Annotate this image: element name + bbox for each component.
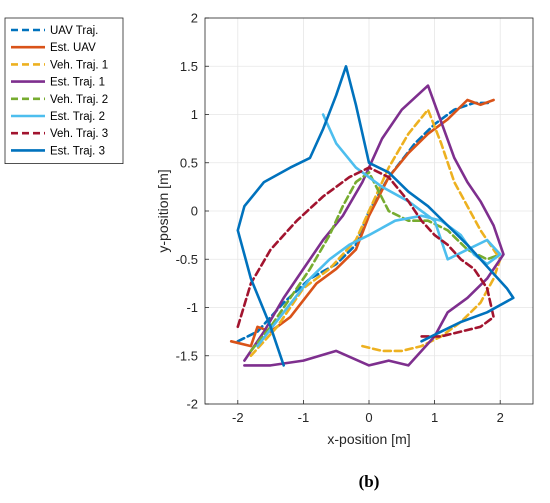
series-line-7 <box>236 166 495 338</box>
y-tick-label: -2 <box>186 397 198 412</box>
y-axis-label: y-position [m] <box>155 169 171 252</box>
y-tick-label: -0.5 <box>176 252 198 267</box>
tick-labels: -2 -1 0 1 2 -2 -1.5 -1 -0.5 0 0.5 1 1.5 2 <box>176 11 504 426</box>
legend-label: Est. Traj. 3 <box>50 145 105 157</box>
x-tick-label: 0 <box>365 410 372 425</box>
y-tick-label: 1 <box>191 107 198 122</box>
legend-box <box>4 17 124 165</box>
y-tick-label: -1 <box>186 300 198 315</box>
x-tick-label: -2 <box>232 410 244 425</box>
legend-label: Veh. Traj. 2 <box>50 94 108 106</box>
y-tick-label: 0 <box>191 204 198 219</box>
legend-label: Est. UAV <box>50 42 96 54</box>
legend: UAV Traj. Est. UAV Veh. Traj. 1 Est. Traj. … <box>4 17 124 165</box>
x-axis-label: x-position [m] <box>327 431 410 447</box>
x-tick-label: 2 <box>497 410 504 425</box>
legend-label: Veh. Traj. 1 <box>50 59 108 71</box>
y-tick-label: 0.5 <box>180 155 198 170</box>
legend-label: Est. Traj. 2 <box>50 111 105 123</box>
y-tick-label: 2 <box>191 11 198 26</box>
x-tick-label: -1 <box>298 410 310 425</box>
series-line-3 <box>249 108 502 358</box>
plot-series <box>229 65 515 367</box>
figure-caption: (b) <box>359 472 380 491</box>
legend-label: Veh. Traj. 3 <box>50 128 108 140</box>
x-tick-label: 1 <box>431 410 438 425</box>
y-tick-label: -1.5 <box>176 348 198 363</box>
legend-label: UAV Traj. <box>50 25 98 37</box>
series-line-8 <box>236 65 515 367</box>
y-tick-label: 1.5 <box>180 59 198 74</box>
series-line-5 <box>249 171 502 353</box>
legend-label: Est. Traj. 1 <box>50 77 105 89</box>
